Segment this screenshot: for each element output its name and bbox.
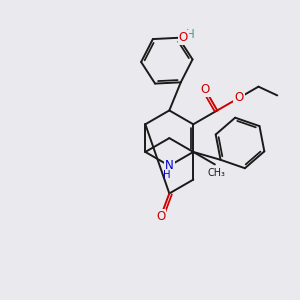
Text: N: N [165, 159, 174, 172]
Text: O: O [178, 31, 188, 44]
Text: H: H [163, 170, 170, 180]
Text: O: O [156, 210, 165, 223]
Text: O: O [235, 91, 244, 104]
Text: O: O [200, 83, 210, 96]
Text: H: H [186, 28, 195, 41]
Text: CH₃: CH₃ [207, 168, 225, 178]
